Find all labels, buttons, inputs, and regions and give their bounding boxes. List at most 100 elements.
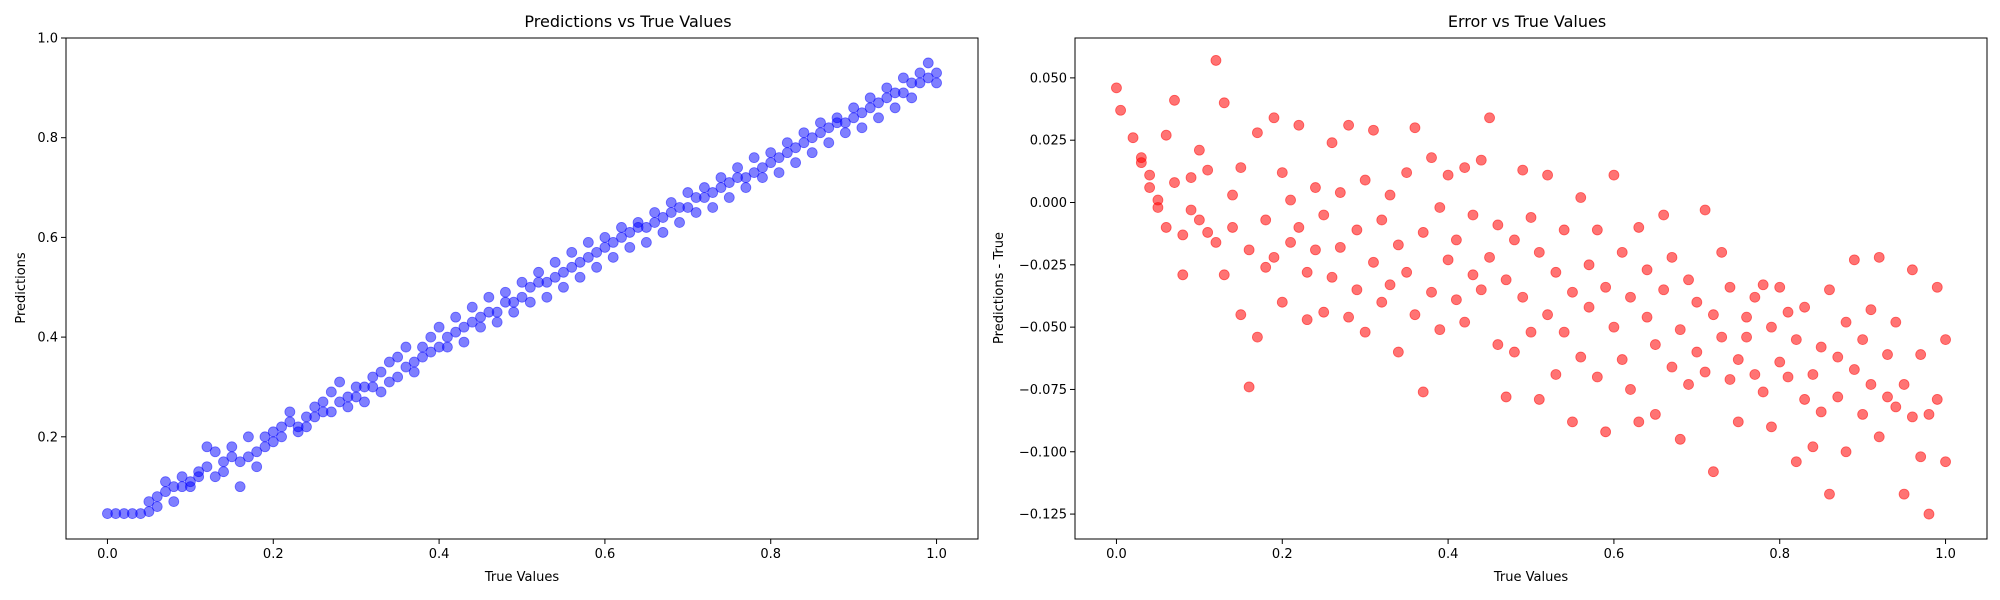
x-tick-label: 0.2 [1272,547,1293,562]
scatter-point [549,256,561,268]
scatter-point [1276,167,1288,179]
scatter-point [1152,202,1164,213]
scatter-point [276,431,287,443]
scatter-point [616,222,627,233]
scatter-point [732,162,743,174]
scatter-point [1658,284,1670,296]
scatter-point [1666,251,1678,263]
scatter-point [1865,304,1877,316]
scatter-point [1343,119,1354,131]
scatter-point [574,271,586,283]
scatter-point [823,137,835,149]
scatter-point [1716,331,1728,343]
scatter-point [201,461,213,473]
scatter-points [1111,55,1951,520]
scatter-point [1757,279,1769,291]
scatter-point [1865,379,1877,390]
scatter-point [1115,104,1126,116]
scatter-point [1509,234,1520,246]
scatter-point [1467,209,1479,221]
scatter-point [1442,254,1454,266]
scatter-point [242,431,254,443]
scatter-point [1790,456,1802,468]
scatter-point [1616,246,1628,258]
plot-frame [1074,37,1988,540]
scatter-point [748,152,760,164]
scatter-point [234,456,246,468]
scatter-point [1484,112,1495,124]
scatter-point [1857,334,1869,346]
scatter-point [1940,456,1951,468]
scatter-point [1434,202,1446,213]
scatter-point [367,381,379,393]
scatter-point [1906,411,1918,423]
scatter-point [649,207,661,218]
scatter-point [632,217,644,228]
scatter-point [1500,391,1512,403]
scatter-point [740,182,752,193]
scatter-point [1708,466,1719,478]
x-tick-label: 0.4 [429,547,450,562]
scatter-point [1741,331,1752,343]
scatter-point [640,236,652,248]
scatter-point [682,187,694,198]
scatter-point [1459,316,1471,328]
scatter-point [541,291,553,303]
scatter-point [607,236,619,248]
scatter-point [1185,172,1197,183]
scatter-point [790,157,801,169]
scatter-point [1218,269,1230,281]
scatter-point [1815,406,1827,418]
scatter-point [533,266,544,278]
y-tick-label: 0.2 [37,430,58,445]
scatter-point [1326,137,1338,149]
scatter-point [1832,351,1844,363]
scatter-point [1426,286,1437,298]
scatter-point [458,321,470,333]
scatter-point [1401,266,1413,278]
scatter-point [1815,341,1827,353]
scatter-point [1683,379,1694,390]
y-tick-label: −0.100 [1019,445,1067,460]
scatter-point [873,97,884,109]
scatter-point [1310,182,1321,193]
scatter-point [541,276,553,288]
x-tick-label: 0.4 [1438,547,1459,562]
scatter-point [1276,296,1288,308]
scatter-point [1840,446,1852,458]
scatter-point [1674,433,1686,445]
scatter-point [251,461,263,473]
chart-title: Error vs True Values [1448,12,1606,31]
scatter-point [1392,346,1404,358]
scatter-point [839,127,851,139]
scatter-point [1301,266,1313,278]
scatter-point [1260,214,1272,226]
scatter-point [873,112,884,124]
scatter-point [1177,269,1189,281]
x-axis-ticks: 0.0 0.2 0.4 0.6 0.8 1.0 [97,539,947,562]
scatter-point [1550,266,1562,278]
scatter-point [1567,416,1578,428]
scatter-point [1766,421,1777,433]
scatter-point [1475,284,1487,296]
scatter-point [301,421,312,433]
scatter-point [1509,346,1520,358]
y-tick-label: −0.125 [1019,508,1067,523]
scatter-point [922,72,934,84]
scatter-point [524,281,536,293]
scatter-point [1252,127,1263,139]
scatter-point [383,376,395,388]
scatter-point [425,346,437,358]
scatter-point [566,261,578,273]
scatter-point [516,291,528,303]
scatter-point [1633,416,1645,428]
scatter-point [1318,306,1330,318]
scatter-point [251,446,263,458]
scatter-point [309,411,321,423]
scatter-point [1840,316,1852,328]
scatter-point [1724,374,1736,385]
predictions-vs-true-chart: Predictions vs True Values 0.0 0.2 0.4 0.6 0… [14,12,979,585]
scatter-point [267,436,279,448]
scatter-point [931,77,942,89]
scatter-point [1931,394,1943,405]
